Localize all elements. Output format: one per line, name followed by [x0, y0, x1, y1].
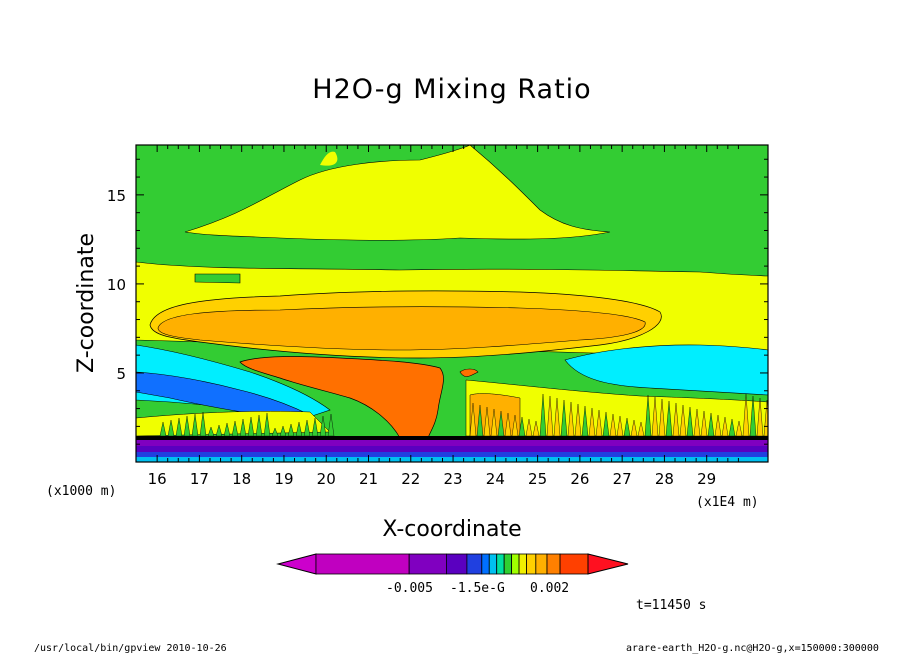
colorbar-swatch [315, 553, 410, 575]
colorbar-swatch [446, 553, 468, 575]
green-strip [194, 273, 241, 284]
plot-frame [135, 144, 769, 463]
y-axis-title: Z-coordinate [74, 233, 99, 373]
colorbar-swatch [488, 553, 498, 575]
colorbar-swatch [546, 553, 561, 575]
indigo-layer [136, 446, 768, 452]
x-tick-label: 19 [274, 470, 293, 488]
x-tick-label: 16 [148, 470, 167, 488]
colorbar-left-arrow [276, 553, 317, 575]
lower-yellow-left [136, 411, 331, 437]
contour-field [136, 145, 768, 462]
colorbar-swatch [535, 553, 548, 575]
colorbar-swatch [408, 553, 447, 575]
x-tick-label: 27 [613, 470, 632, 488]
footer-right: arare-earth_H2O-g.nc@H2O-g,x=150000:3000… [626, 643, 879, 654]
colorbar-swatch [466, 553, 483, 575]
cyan-right-region [564, 344, 768, 396]
x-tick-label: 28 [655, 470, 674, 488]
x-unit-left: (x1000 m) [46, 484, 116, 499]
colorbar-label-2: -1.5e-G [450, 581, 505, 596]
colorbar-swatch [496, 553, 505, 575]
colorbar-swatch [503, 553, 513, 575]
black-contour-line [136, 436, 768, 440]
x-tick-label: 25 [528, 470, 547, 488]
purple-layer [136, 440, 768, 446]
cyan-layer [136, 457, 768, 462]
orange-region [157, 306, 646, 351]
colorbar-label-3: 0.002 [530, 581, 569, 596]
x-tick-label: 23 [444, 470, 463, 488]
y-tick-label: 15 [107, 187, 126, 205]
x-tick-label: 18 [232, 470, 251, 488]
x-tick-label: 29 [697, 470, 716, 488]
blue-band [136, 371, 312, 419]
upper-yellow-region [184, 145, 611, 241]
y-tick-label: 5 [116, 365, 126, 383]
deep-orange-patch [459, 368, 479, 377]
y-axis-ticks: 5 10 15 [107, 158, 768, 445]
x-tick-label: 20 [317, 470, 336, 488]
colorbar-label-1: -0.005 [386, 581, 433, 596]
x-tick-label: 17 [190, 470, 209, 488]
footer-left: /usr/local/bin/gpview 2010-10-26 [34, 643, 227, 654]
colorbar-swatch [511, 553, 520, 575]
colorbar-swatch [526, 553, 537, 575]
colorbar [276, 553, 629, 575]
time-label: t=11450 s [636, 598, 706, 613]
x-tick-label: 24 [486, 470, 505, 488]
x-unit-right: (x1E4 m) [696, 495, 759, 510]
x-tick-label: 21 [359, 470, 378, 488]
x-axis-title: X-coordinate [382, 517, 521, 542]
blue-layer [136, 452, 768, 457]
x-tick-label: 22 [401, 470, 420, 488]
x-axis-ticks: 16 17 18 19 20 21 22 23 24 25 26 27 28 29 [148, 145, 739, 488]
colorbar-swatch [559, 553, 589, 575]
colorbar-swatch [481, 553, 490, 575]
colorbar-swatch [518, 553, 527, 575]
colorbar-right-arrow [587, 553, 629, 575]
x-tick-label: 26 [570, 470, 589, 488]
chart-title: H2O-g Mixing Ratio [312, 74, 592, 105]
upper-yellow-spike [320, 151, 338, 166]
deep-orange-core [239, 356, 444, 439]
y-tick-label: 10 [107, 276, 126, 294]
